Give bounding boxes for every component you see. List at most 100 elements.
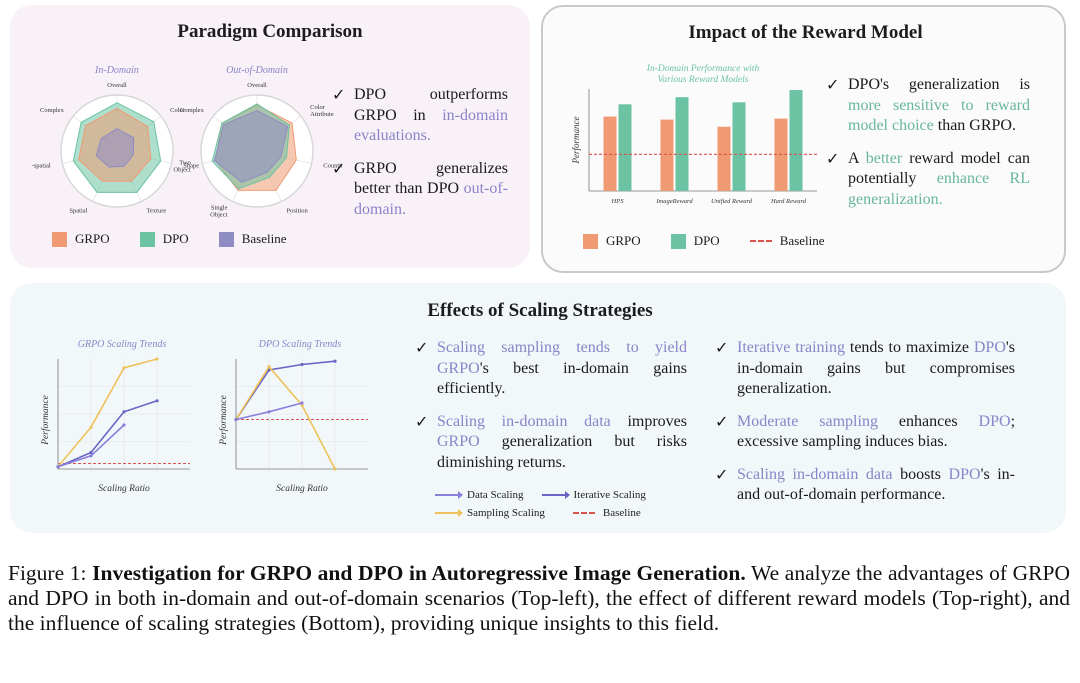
- y-axis-label: Performance: [218, 395, 229, 446]
- point-iterative-scaling: [333, 359, 337, 363]
- bullet-item: ✓ Scaling in-domain data boosts DPO's in…: [715, 465, 1016, 504]
- check-icon: ✓: [715, 413, 729, 431]
- caption-label: Figure 1:: [8, 561, 87, 585]
- bullet-item: ✓ GRPO generalizes better than DPO out-o…: [332, 159, 508, 221]
- legend-item-grpo: GRPO: [52, 231, 110, 247]
- panel-title: Effects of Scaling Strategies: [427, 300, 653, 321]
- point-data-scaling: [234, 417, 238, 422]
- scaling-bullets-right: ✓ Iterative training tends to maximize D…: [715, 338, 1015, 518]
- series-line-sampling-scaling: [235, 365, 336, 470]
- check-icon: ✓: [826, 77, 840, 94]
- bullet-highlight: in-domain evaluations.: [354, 106, 508, 145]
- point-data-scaling: [56, 465, 60, 469]
- bullet-item: ✓ Scaling sampling tends to yield GRPO's…: [415, 339, 687, 397]
- legend-item-dpo: DPO: [670, 233, 720, 249]
- y-axis-label: Performance: [40, 395, 51, 446]
- radar-title: In-Domain: [94, 65, 139, 76]
- bullet-item: ✓ DPO outperforms GRPO in in-domain eval…: [332, 85, 508, 147]
- bullet-item: ✓ Iterative training tends to maximize D…: [715, 339, 1015, 397]
- x-tick-label: ImageReward: [655, 198, 693, 205]
- point-iterative-scaling: [300, 362, 304, 367]
- bullet-text: GRPO generalizes better than DPO: [354, 159, 508, 198]
- radar-axis-label: Complex: [180, 107, 205, 114]
- bar-grpo-imagereward: [660, 119, 674, 191]
- legend-item-iterative-scaling: Iterative Scaling: [541, 489, 646, 501]
- x-axis-label: Scaling Ratio: [98, 484, 150, 494]
- line-chart-title: GRPO Scaling Trends: [78, 339, 167, 350]
- legend-item-baseline: Baseline: [218, 231, 286, 247]
- radar-axis-label: Shape: [183, 163, 199, 170]
- bar-dpo-unified-reward: [732, 102, 746, 191]
- scaling-strategies-panel: Effects of Scaling Strategies GRPO Scali…: [10, 283, 1066, 533]
- radar-title: Out-of-Domain: [226, 65, 288, 76]
- point-data-scaling: [89, 454, 93, 458]
- bar-chart-title: In-Domain Performance with Various Reward…: [646, 63, 760, 85]
- radar-axis-label: Spatial: [69, 207, 87, 214]
- paradigm-bullets: ✓ DPO outperforms GRPO in in-domain eval…: [332, 85, 508, 232]
- x-tick-label: HPS: [611, 198, 625, 205]
- radar-axis-label: Position: [287, 207, 309, 214]
- bullet-highlight: out-of-domain.: [354, 180, 508, 218]
- point-sampling-scaling: [122, 366, 126, 370]
- bar-dpo-imagereward: [675, 97, 689, 191]
- radar-axis-label: Overall: [247, 82, 267, 89]
- panel-title: Paradigm Comparison: [177, 21, 363, 42]
- radar-out-of-domain-chart: Out-of-Domain Overall Color Attribute Counti…: [173, 65, 342, 218]
- figure-caption: Figure 1: Investigation for GRPO and DPO…: [8, 561, 1070, 636]
- point-sampling-scaling: [333, 467, 337, 471]
- radar-axis-label: Non-spatial: [32, 163, 51, 170]
- radar-axis-label: Overall: [107, 82, 127, 89]
- legend-item-data-scaling: Data Scaling: [435, 489, 524, 501]
- paradigm-comparison-panel: Paradigm Comparison In-Domain Overall Colo…: [10, 5, 530, 268]
- x-tick-label: Unified Reward: [711, 198, 753, 205]
- bullet-item: ✓ Moderate sampling enhances DPO; excess…: [715, 412, 1016, 451]
- bullet-item: ✓ A better reward model can potentially …: [826, 149, 1031, 208]
- radar-axis-label: Two Object: [173, 160, 191, 174]
- check-icon: ✓: [715, 466, 729, 484]
- radar-in-domain-chart: In-Domain Overall Color Shape Texture Spatial…: [32, 65, 199, 214]
- point-iterative-scaling: [122, 410, 126, 414]
- bullet-text: DPO outperforms GRPO in: [354, 86, 508, 124]
- panel-title: Impact of the Reward Model: [688, 22, 923, 43]
- scaling-legend: Data Scaling Iterative Scaling Sampling …: [435, 486, 664, 522]
- reward-bullets: ✓ DPO's generalization is more sensitive…: [826, 75, 1030, 222]
- series-line-iterative-scaling: [235, 360, 336, 420]
- baseline-swatch: [218, 231, 234, 247]
- radar-axis-label: Texture: [147, 207, 167, 214]
- x-tick-label: Hard Reward: [770, 198, 807, 205]
- reward-legend: GRPO DPO Baseline: [583, 233, 854, 249]
- bar-dpo-hps: [618, 104, 632, 191]
- radar-axis-label: Color: [170, 107, 186, 114]
- legend-item-baseline: Baseline: [572, 507, 641, 519]
- dpo-scaling-chart: DPO Scaling Trends Performance Scaling Rat…: [218, 339, 368, 494]
- check-icon: ✓: [715, 340, 729, 357]
- legend-item-baseline: Baseline: [749, 233, 824, 249]
- bullet-item: ✓ Scaling in-domain data improves GRPO g…: [415, 412, 688, 471]
- point-sampling-scaling: [155, 357, 159, 361]
- radar-series-baseline: [95, 128, 135, 168]
- grpo-swatch: [52, 231, 67, 247]
- x-axis-label: Scaling Ratio: [276, 484, 328, 494]
- paradigm-legend: GRPO DPO Baseline: [52, 231, 316, 247]
- point-sampling-scaling: [89, 425, 93, 429]
- caption-bold: Investigation for GRPO and DPO in Autore…: [92, 561, 746, 585]
- reward-model-bar-chart: In-Domain Performance with Various Reward…: [571, 63, 817, 205]
- radar-series-baseline: [213, 110, 289, 183]
- check-icon: ✓: [826, 150, 840, 168]
- dpo-swatch: [139, 231, 155, 247]
- radar-axis-label: Color Attribute: [310, 104, 334, 118]
- bullet-item: ✓ DPO's generalization is more sensitive…: [826, 76, 1030, 134]
- point-data-scaling: [300, 401, 304, 405]
- check-icon: ✓: [415, 340, 429, 357]
- point-data-scaling: [122, 423, 126, 427]
- y-axis-label: Performance: [571, 117, 581, 165]
- point-sampling-scaling: [267, 365, 271, 369]
- point-iterative-scaling: [155, 399, 159, 403]
- series-line-sampling-scaling: [57, 358, 158, 468]
- radar-axis-label: Counting: [323, 163, 342, 170]
- grpo-scaling-chart: GRPO Scaling Trends Performance Scaling Ra…: [40, 339, 190, 494]
- check-icon: ✓: [415, 413, 429, 431]
- series-line-iterative-scaling: [57, 400, 158, 468]
- reward-model-panel: Impact of the Reward Model In-Domain Per…: [541, 5, 1066, 273]
- point-iterative-scaling: [89, 450, 93, 455]
